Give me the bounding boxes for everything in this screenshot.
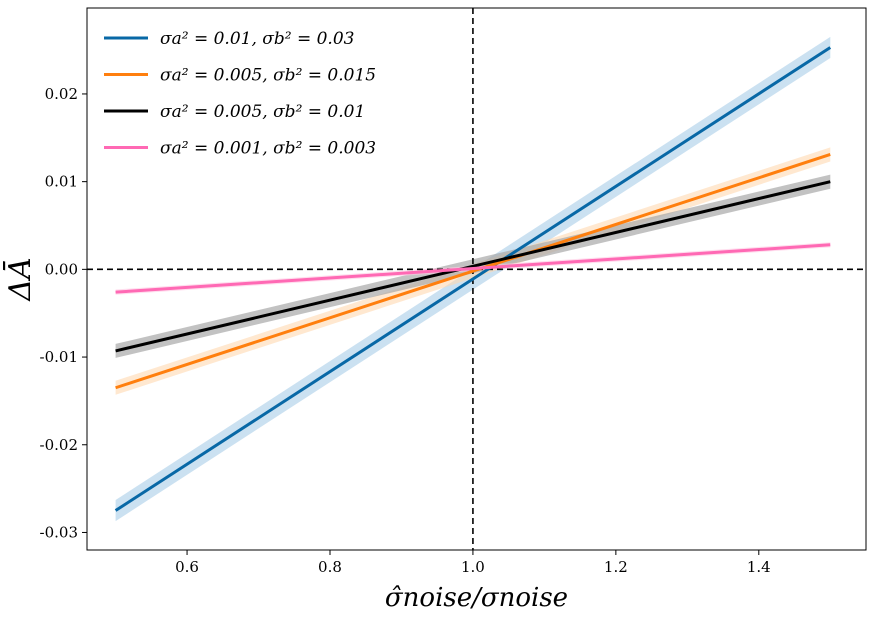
series-line-3 [115, 180, 831, 353]
x-tick-label: 1.4 [747, 558, 771, 576]
x-tick-label: 0.6 [175, 558, 199, 576]
x-axis-ticks: 0.6 0.8 1.0 1.2 1.4 [175, 550, 771, 576]
series-line-2 [115, 153, 831, 390]
series-line-1 [114, 46, 832, 512]
y-tick-label: -0.01 [40, 348, 78, 366]
y-tick-label: 0.00 [45, 260, 78, 278]
x-tick-label: 1.0 [461, 558, 485, 576]
x-tick-label: 0.8 [318, 558, 342, 576]
legend-label-3: σa² = 0.005, σb² = 0.01 [160, 102, 365, 122]
y-tick-label: -0.03 [40, 523, 78, 541]
y-axis-ticks: -0.03 -0.02 -0.01 0.00 0.01 0.02 [40, 85, 87, 541]
x-tick-label: 1.2 [604, 558, 628, 576]
series-line-4 [115, 243, 831, 294]
legend-label-1: σa² = 0.01, σb² = 0.03 [160, 29, 354, 49]
y-tick-label: -0.02 [40, 436, 78, 454]
y-axis-label: ΔĀ [3, 257, 38, 301]
x-axis-label: σ̂noise/σnoise [385, 583, 568, 613]
series-lines [114, 46, 832, 512]
legend-label-4: σa² = 0.001, σb² = 0.003 [160, 139, 376, 159]
y-tick-label: 0.02 [45, 85, 78, 103]
y-tick-label: 0.01 [45, 173, 78, 191]
legend-label-2: σa² = 0.005, σb² = 0.015 [160, 66, 376, 86]
legend: σa² = 0.01, σb² = 0.03 σa² = 0.005, σb² =… [104, 29, 376, 159]
plot-frame [86, 7, 867, 551]
